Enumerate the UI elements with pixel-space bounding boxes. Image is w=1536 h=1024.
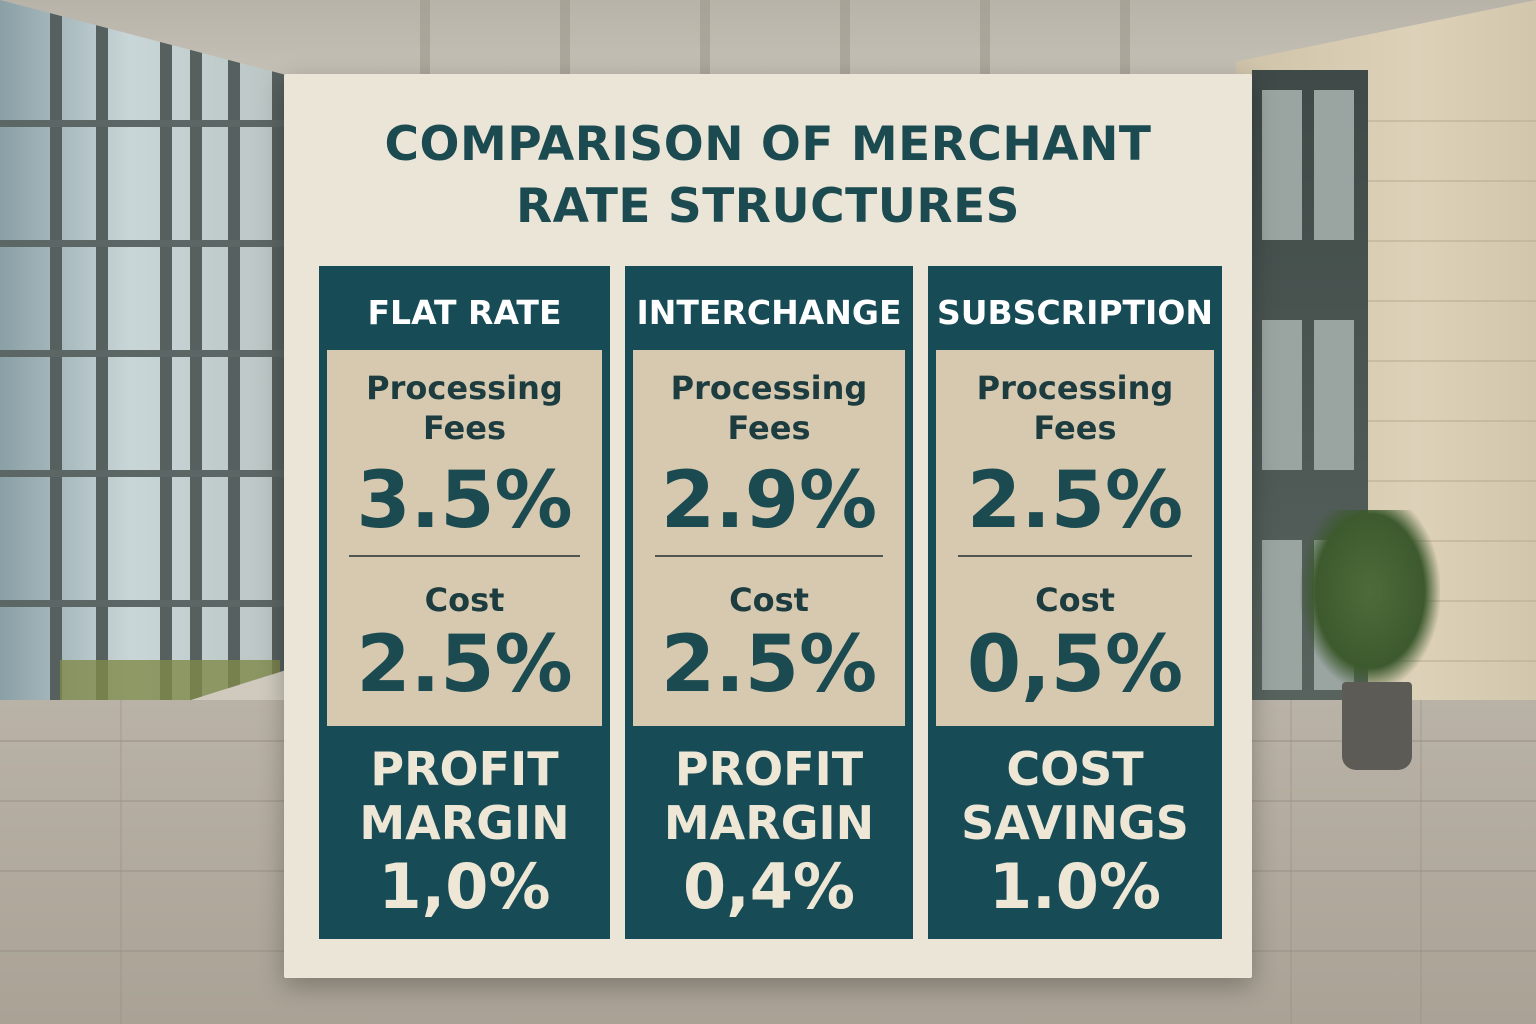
footer-label: PROFIT MARGIN: [633, 742, 905, 850]
fee-label-line-2: Fees: [727, 409, 811, 447]
column-footer: PROFIT MARGIN 1,0%: [327, 726, 602, 939]
divider: [349, 555, 580, 557]
board-title: COMPARISON OF MERCHANT RATE STRUCTURES: [284, 114, 1252, 238]
footer-label: COST SAVINGS: [936, 742, 1214, 850]
left-window-wall: [0, 0, 290, 760]
column-flat-rate: FLAT RATE Processing Fees 3.5% Cost 2.5%…: [319, 266, 610, 939]
footer-label: PROFIT MARGIN: [327, 742, 602, 850]
cost-value: 2.5%: [660, 620, 878, 710]
footer-value: 1,0%: [378, 850, 551, 923]
fee-label-line-1: Processing: [670, 369, 868, 407]
column-footer: COST SAVINGS 1.0%: [936, 726, 1214, 939]
potted-plant: [1290, 510, 1440, 780]
fee-value: 2.5%: [966, 456, 1184, 546]
column-header: FLAT RATE: [327, 274, 602, 350]
footer-value: 0,4%: [683, 850, 855, 923]
cost-label: Cost: [424, 581, 505, 619]
column-subscription: SUBSCRIPTION Processing Fees 2.5% Cost 0…: [928, 266, 1222, 939]
fee-label-line-1: Processing: [976, 369, 1174, 407]
divider: [958, 555, 1192, 557]
footer-value: 1.0%: [989, 850, 1161, 923]
cost-value: 2.5%: [356, 620, 573, 710]
fee-value: 3.5%: [356, 456, 573, 546]
column-header: INTERCHANGE: [633, 274, 905, 350]
fee-label-line-2: Fees: [1033, 409, 1117, 447]
cost-label: Cost: [1035, 581, 1115, 619]
title-line-2: RATE STRUCTURES: [515, 179, 1021, 234]
column-footer: PROFIT MARGIN 0,4%: [633, 726, 905, 939]
cost-value: 0,5%: [966, 620, 1184, 710]
fee-label: Processing Fees: [936, 368, 1214, 448]
fee-value: 2.9%: [660, 456, 878, 546]
footer-label-line-1: PROFIT: [370, 742, 559, 796]
footer-label-line-1: COST: [1006, 742, 1144, 796]
footer-label-line-2: SAVINGS: [961, 796, 1189, 850]
column-header: SUBSCRIPTION: [936, 274, 1214, 350]
fee-label: Processing Fees: [633, 368, 905, 448]
fee-label: Processing Fees: [327, 368, 602, 448]
column-interchange: INTERCHANGE Processing Fees 2.9% Cost 2.…: [625, 266, 913, 939]
fee-label-line-1: Processing: [366, 369, 563, 407]
comparison-board: COMPARISON OF MERCHANT RATE STRUCTURES F…: [284, 74, 1252, 978]
cost-label: Cost: [729, 581, 809, 619]
fee-label-line-2: Fees: [422, 409, 506, 447]
footer-label-line-2: MARGIN: [359, 796, 570, 850]
divider: [655, 555, 883, 557]
footer-label-line-2: MARGIN: [663, 796, 875, 850]
footer-label-line-1: PROFIT: [674, 742, 864, 796]
title-line-1: COMPARISON OF MERCHANT: [384, 117, 1152, 172]
